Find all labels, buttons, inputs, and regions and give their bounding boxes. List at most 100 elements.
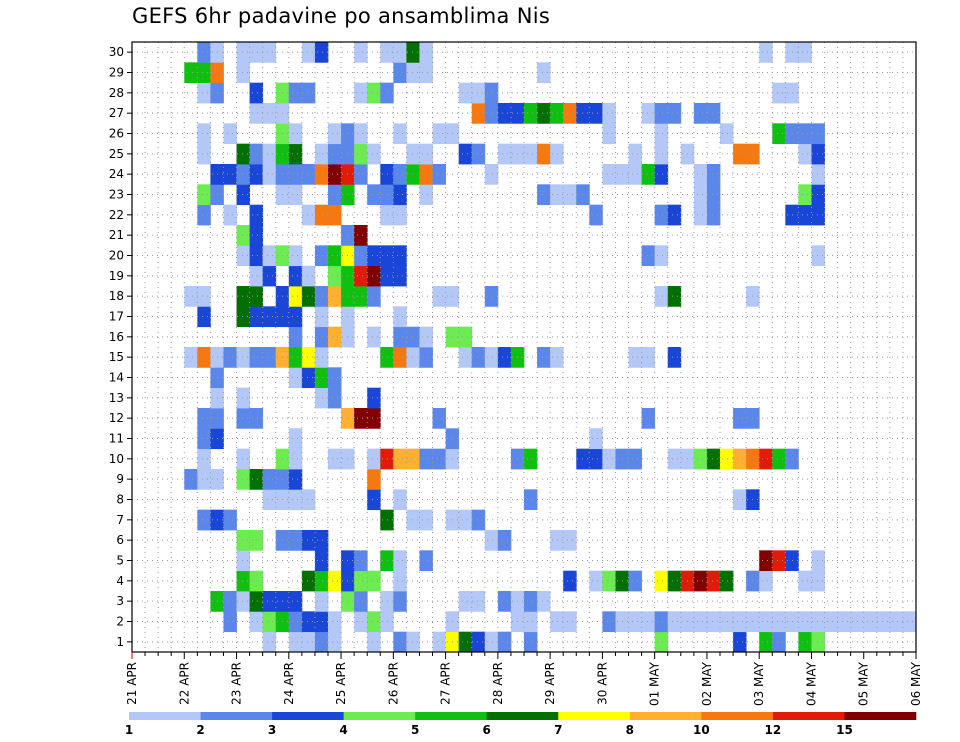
heatmap-cell: [798, 143, 812, 165]
heatmap-cell: [301, 204, 316, 226]
legend-swatch: [629, 712, 702, 720]
heatmap-cell: [720, 448, 734, 470]
heatmap-cell: [393, 164, 407, 185]
heatmap-cell: [393, 62, 407, 84]
heatmap-cell: [432, 123, 446, 145]
heatmap-cell: [314, 611, 329, 633]
heatmap-cell: [471, 103, 486, 124]
y-axis: 1234567891011121314151617181920212223242…: [109, 45, 132, 649]
heatmap-cell: [236, 306, 250, 328]
y-tick-label: 7: [116, 513, 124, 527]
legend-swatch: [272, 712, 344, 720]
heatmap-cell: [288, 347, 303, 368]
y-tick-label: 8: [116, 493, 124, 507]
heatmap-cell: [628, 611, 642, 633]
y-tick-label: 30: [109, 45, 124, 59]
heatmap-cell: [798, 611, 812, 633]
y-tick-label: 9: [116, 472, 124, 486]
heatmap-cell: [393, 204, 407, 226]
heatmap-cell: [393, 306, 407, 328]
heatmap-cell: [301, 530, 316, 551]
heatmap-cell: [576, 448, 590, 470]
heatmap-cell: [537, 103, 551, 124]
heatmap-cell: [628, 347, 642, 368]
heatmap-cell: [301, 164, 316, 185]
color-legend: 1 2 3 4 5 6 7 8 10 12 15: [125, 712, 917, 737]
heatmap-cell: [733, 489, 747, 511]
heatmap-cell: [876, 611, 891, 633]
heatmap-cell: [550, 143, 564, 165]
heatmap-cell: [288, 611, 303, 633]
heatmap-cell: [524, 489, 538, 511]
heatmap-cell: [654, 631, 669, 653]
heatmap-cell: [354, 82, 368, 104]
heatmap-cell: [693, 204, 708, 226]
heatmap-cell: [223, 611, 237, 633]
heatmap-cell: [354, 164, 368, 185]
heatmap-cell: [563, 103, 577, 124]
heatmap-cell: [328, 326, 342, 348]
heatmap-cell: [563, 184, 577, 206]
heatmap-cell: [706, 204, 721, 226]
legend-label: 8: [626, 723, 634, 737]
heatmap-cell: [262, 306, 277, 328]
heatmap-cell: [249, 103, 264, 124]
heatmap-cell: [654, 123, 669, 145]
heatmap-cell: [419, 164, 433, 185]
heatmap-cell: [314, 550, 329, 572]
heatmap-cell: [393, 550, 407, 572]
heatmap-cell: [406, 631, 420, 653]
legend-label: 1: [125, 723, 133, 737]
heatmap-cell: [706, 448, 721, 470]
heatmap-cell: [354, 570, 368, 592]
heatmap-cell: [693, 570, 708, 592]
heatmap-cell: [654, 164, 669, 185]
heatmap-cell: [236, 469, 250, 490]
y-tick-label: 25: [109, 147, 124, 161]
heatmap-cell: [301, 265, 316, 287]
heatmap-cell: [354, 550, 368, 572]
heatmap-cell: [314, 42, 329, 63]
heatmap-cell: [249, 530, 264, 551]
heatmap-cell: [223, 509, 237, 531]
y-tick-label: 12: [109, 411, 124, 425]
heatmap-cell: [288, 184, 303, 206]
y-tick-label: 18: [109, 289, 124, 303]
heatmap-cell: [184, 62, 198, 84]
heatmap-cell: [236, 387, 250, 409]
heatmap-cell: [563, 570, 577, 592]
x-tick-label: 27 APR: [439, 662, 453, 705]
heatmap-cell: [641, 611, 656, 633]
heatmap-cell: [328, 367, 342, 389]
heatmap-cell: [706, 570, 721, 592]
heatmap-cell: [393, 347, 407, 368]
heatmap-cell: [811, 164, 825, 185]
heatmap-cell: [772, 611, 786, 633]
heatmap-cell: [641, 408, 656, 429]
heatmap-cell: [367, 143, 381, 165]
heatmap-cell: [733, 611, 747, 633]
heatmap-cell: [524, 103, 538, 124]
heatmap-cell: [288, 123, 303, 145]
heatmap-cell: [432, 164, 446, 185]
chart-title: GEFS 6hr padavine po ansamblima Nis: [132, 4, 551, 28]
x-tick-label: 21 APR: [125, 662, 139, 705]
heatmap-cell: [197, 347, 211, 368]
heatmap-cell: [759, 611, 773, 633]
x-tick-label: 30 APR: [595, 662, 609, 705]
heatmap-cell: [262, 489, 277, 511]
heatmap-cell: [706, 611, 721, 633]
heatmap-cell: [197, 428, 211, 450]
heatmap-cell: [288, 164, 303, 185]
heatmap-cell: [759, 42, 773, 63]
heatmap-cell: [223, 164, 237, 185]
heatmap-cell: [262, 611, 277, 633]
heatmap-cell: [798, 631, 812, 653]
y-tick-label: 23: [109, 188, 124, 202]
heatmap-cell: [419, 143, 433, 165]
heatmap-cell: [236, 550, 250, 572]
y-tick-label: 13: [109, 391, 124, 405]
heatmap-cell: [602, 103, 616, 124]
heatmap-cell: [393, 591, 407, 612]
y-tick-label: 11: [109, 432, 124, 446]
